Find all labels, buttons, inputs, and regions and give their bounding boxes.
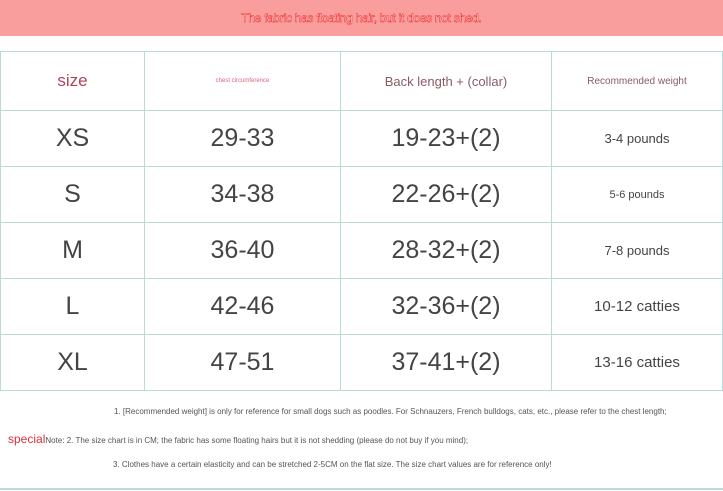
header-chest: chest circumference bbox=[144, 51, 341, 111]
cell-weight: 10-12 catties bbox=[551, 278, 723, 335]
table-row: S 34-38 22-26+(2) 5-6 pounds bbox=[0, 166, 723, 223]
cell-chest: 42-46 bbox=[144, 278, 341, 335]
table-row: XL 47-51 37-41+(2) 13-16 catties bbox=[0, 334, 723, 391]
cell-back: 22-26+(2) bbox=[340, 166, 552, 223]
cell-chest: 47-51 bbox=[144, 334, 341, 391]
banner: The fabric has floating hair, but it doe… bbox=[0, 0, 723, 36]
cell-weight: 5-6 pounds bbox=[551, 166, 723, 223]
note-1: 1. [Recommended weight] is only for refe… bbox=[114, 407, 667, 416]
cell-chest: 36-40 bbox=[144, 222, 341, 279]
cell-chest: 29-33 bbox=[144, 110, 341, 167]
table-row: XS 29-33 19-23+(2) 3-4 pounds bbox=[0, 110, 723, 167]
cell-back: 32-36+(2) bbox=[340, 278, 552, 335]
cell-size: M bbox=[0, 222, 145, 279]
cell-size: XS bbox=[0, 110, 145, 167]
size-chart-table: size chest circumference Back length + (… bbox=[0, 51, 723, 391]
cell-size: S bbox=[0, 166, 145, 223]
header-row: size chest circumference Back length + (… bbox=[0, 51, 723, 111]
header-size: size bbox=[0, 51, 145, 111]
banner-text: The fabric has floating hair, but it doe… bbox=[241, 11, 482, 26]
cell-back: 37-41+(2) bbox=[340, 334, 552, 391]
cell-weight: 13-16 catties bbox=[551, 334, 723, 391]
cell-chest: 34-38 bbox=[144, 166, 341, 223]
note-3: 3. Clothes have a certain elasticity and… bbox=[113, 460, 552, 469]
cell-back: 19-23+(2) bbox=[340, 110, 552, 167]
table-row: L 42-46 32-36+(2) 10-12 catties bbox=[0, 278, 723, 335]
cell-back: 28-32+(2) bbox=[340, 222, 552, 279]
cell-size: XL bbox=[0, 334, 145, 391]
notes: 1. [Recommended weight] is only for refe… bbox=[0, 388, 723, 490]
special-label: special bbox=[8, 432, 46, 446]
note-2: Note: 2. The size chart is in CM; the fa… bbox=[45, 436, 469, 445]
header-weight: Recommended weight bbox=[551, 51, 723, 111]
header-back-length: Back length + (collar) bbox=[340, 51, 552, 111]
table-row: M 36-40 28-32+(2) 7-8 pounds bbox=[0, 222, 723, 279]
cell-weight: 7-8 pounds bbox=[551, 222, 723, 279]
cell-weight: 3-4 pounds bbox=[551, 110, 723, 167]
cell-size: L bbox=[0, 278, 145, 335]
